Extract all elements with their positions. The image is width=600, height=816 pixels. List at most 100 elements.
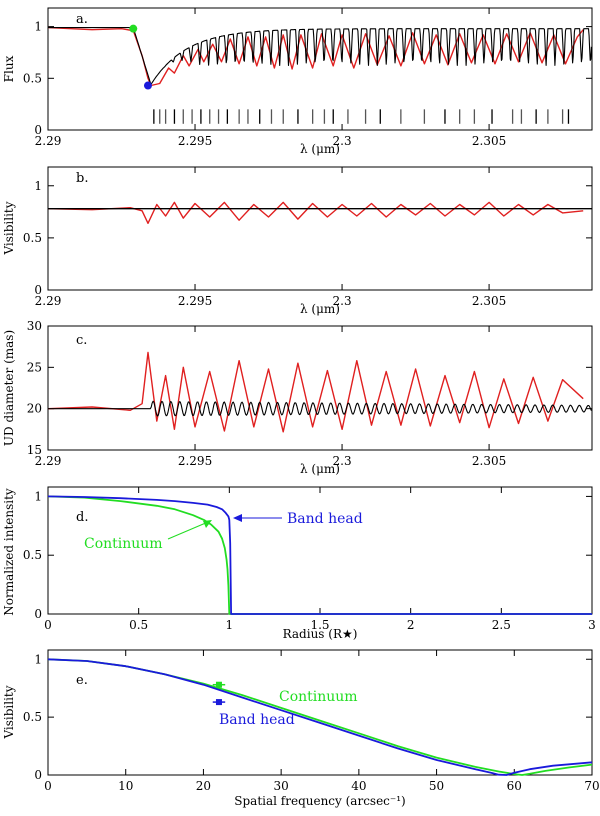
panel-b-ticks: 2.29 2.295 2.3 2.305 0 0.5 1: [23, 167, 592, 308]
panel-b-visibility: 2.29 2.295 2.3 2.305 0 0.5 1 b. Visibility λ (…: [2, 166, 593, 316]
panel-e-ticks: 0 10 20 30 40 50 60 70 0 0.5 1: [23, 650, 600, 793]
x-tick-label: 1.5: [310, 618, 329, 632]
panel-c-ud-diameter: 2.29 2.295 2.3 2.305 15 20 25 30 c. UD diameter…: [2, 319, 593, 476]
series-band-head: [47, 658, 593, 776]
panel-a-line-positions: [153, 109, 570, 124]
panel-a-ticks: 2.29 2.295 2.3 2.305 0 0.5 1: [23, 8, 592, 148]
x-tick-label: 2.3: [333, 294, 352, 308]
continuum-annotation: Continuum: [279, 689, 358, 705]
y-tick-label: 25: [27, 360, 42, 374]
x-tick-label: 40: [351, 779, 366, 793]
panel-c-ticks: 2.29 2.295 2.3 2.305 15 20 25 30: [27, 319, 592, 468]
y-tick-label: 0.5: [23, 548, 42, 562]
panel-e-series: [47, 658, 593, 776]
panel-d-intensity-profile: 0 0.5 1 1.5 2 2.5 3 0 0.5 1 Band head Continuum d…: [2, 486, 596, 641]
series-continuum: [47, 658, 593, 776]
y-tick-label: 15: [27, 443, 42, 457]
continuum-point: [129, 24, 138, 33]
panel-c-ylabel: UD diameter (mas): [2, 330, 16, 446]
panel-c-label: c.: [76, 333, 87, 348]
panel-c-frame: [47, 325, 593, 451]
panel-a-markers: [129, 24, 152, 90]
panel-d-annotations: Band head Continuum: [84, 511, 363, 552]
panel-d-label: d.: [76, 510, 88, 525]
y-tick-label: 0: [34, 768, 42, 782]
x-tick-label: 2.295: [178, 294, 212, 308]
x-tick-label: 2.295: [178, 454, 212, 468]
continuum-measurement: [215, 681, 222, 688]
panel-b-ylabel: Visibility: [2, 201, 16, 255]
panel-b-label: b.: [76, 171, 88, 186]
panel-b-frame: [47, 166, 593, 291]
x-tick-label: 30: [274, 779, 289, 793]
x-tick-label: 2.305: [472, 294, 506, 308]
continuum-arrow: [167, 521, 209, 540]
panel-c-xlabel: λ (μm): [300, 462, 340, 476]
x-tick-label: 2.5: [492, 618, 511, 632]
y-tick-label: 0: [34, 283, 42, 297]
panel-e-label: e.: [76, 673, 88, 688]
y-tick-label: 1: [34, 20, 42, 34]
series-observed: [47, 201, 584, 225]
panel-d-ylabel: Normalized intensity: [2, 488, 16, 616]
x-tick-label: 2.29: [35, 294, 62, 308]
x-tick-label: 2.305: [472, 134, 506, 148]
panel-a-xlabel: λ (μm): [300, 142, 340, 156]
band-head-annotation: Band head: [219, 712, 295, 728]
y-tick-label: 1: [34, 489, 42, 503]
x-tick-label: 20: [196, 779, 211, 793]
panel-b-series: [47, 201, 592, 225]
band-head-measurement: [215, 699, 222, 706]
x-tick-label: 70: [584, 779, 599, 793]
band-head-point: [143, 81, 152, 90]
continuum-annotation: Continuum: [84, 536, 163, 552]
panel-a-flux: 2.29 2.295 2.3 2.305 0 0.5 1 a. Flux λ (μm): [2, 7, 593, 156]
x-tick-label: 0: [44, 618, 52, 632]
x-tick-label: 60: [507, 779, 522, 793]
y-tick-label: 0.5: [23, 231, 42, 245]
panel-e-points: [212, 681, 226, 706]
x-tick-label: 2.29: [35, 454, 62, 468]
y-tick-label: 1: [34, 652, 42, 666]
panel-e-ylabel: Visibility: [2, 685, 16, 739]
x-tick-label: 0.5: [129, 618, 148, 632]
y-tick-label: 1: [34, 179, 42, 193]
continuum-arrowhead: [203, 520, 212, 528]
panel-d-xlabel: Radius (R★): [283, 627, 358, 641]
x-tick-label: 2.305: [472, 454, 506, 468]
panel-a-label: a.: [76, 12, 88, 27]
series-model: [48, 400, 592, 417]
panel-e-xlabel: Spatial frequency (arcsec⁻¹): [234, 794, 405, 808]
x-tick-label: 0: [44, 779, 52, 793]
y-tick-label: 0.5: [23, 710, 42, 724]
panel-b-xlabel: λ (μm): [300, 302, 340, 316]
y-tick-label: 0: [34, 607, 42, 621]
series-band-head: [47, 495, 592, 615]
x-tick-label: 2.29: [35, 134, 62, 148]
x-tick-label: 3: [588, 618, 596, 632]
y-tick-label: 20: [27, 402, 42, 416]
series-continuum: [47, 495, 592, 615]
panel-e-frame: [47, 649, 593, 776]
panel-d-series: [47, 495, 592, 615]
y-tick-label: 0: [34, 123, 42, 137]
x-tick-label: 2.3: [333, 454, 352, 468]
x-tick-label: 2.295: [178, 134, 212, 148]
y-tick-label: 0.5: [23, 71, 42, 85]
panel-d-ticks: 0 0.5 1 1.5 2 2.5 3 0 0.5 1: [23, 487, 596, 632]
y-tick-label: 30: [27, 319, 42, 333]
panel-a-series: [47, 26, 592, 87]
x-tick-label: 2.3: [333, 134, 352, 148]
x-tick-label: 10: [118, 779, 133, 793]
panel-a-ylabel: Flux: [2, 55, 16, 82]
x-tick-label: 1: [226, 618, 234, 632]
x-tick-label: 50: [429, 779, 444, 793]
panel-a-frame: [47, 7, 593, 131]
series-observed: [47, 351, 584, 433]
x-tick-label: 2: [407, 618, 415, 632]
band-head-arrowhead: [233, 514, 242, 522]
series-model: [48, 27, 592, 86]
panel-c-series: [47, 351, 592, 433]
band-head-annotation: Band head: [287, 511, 363, 527]
